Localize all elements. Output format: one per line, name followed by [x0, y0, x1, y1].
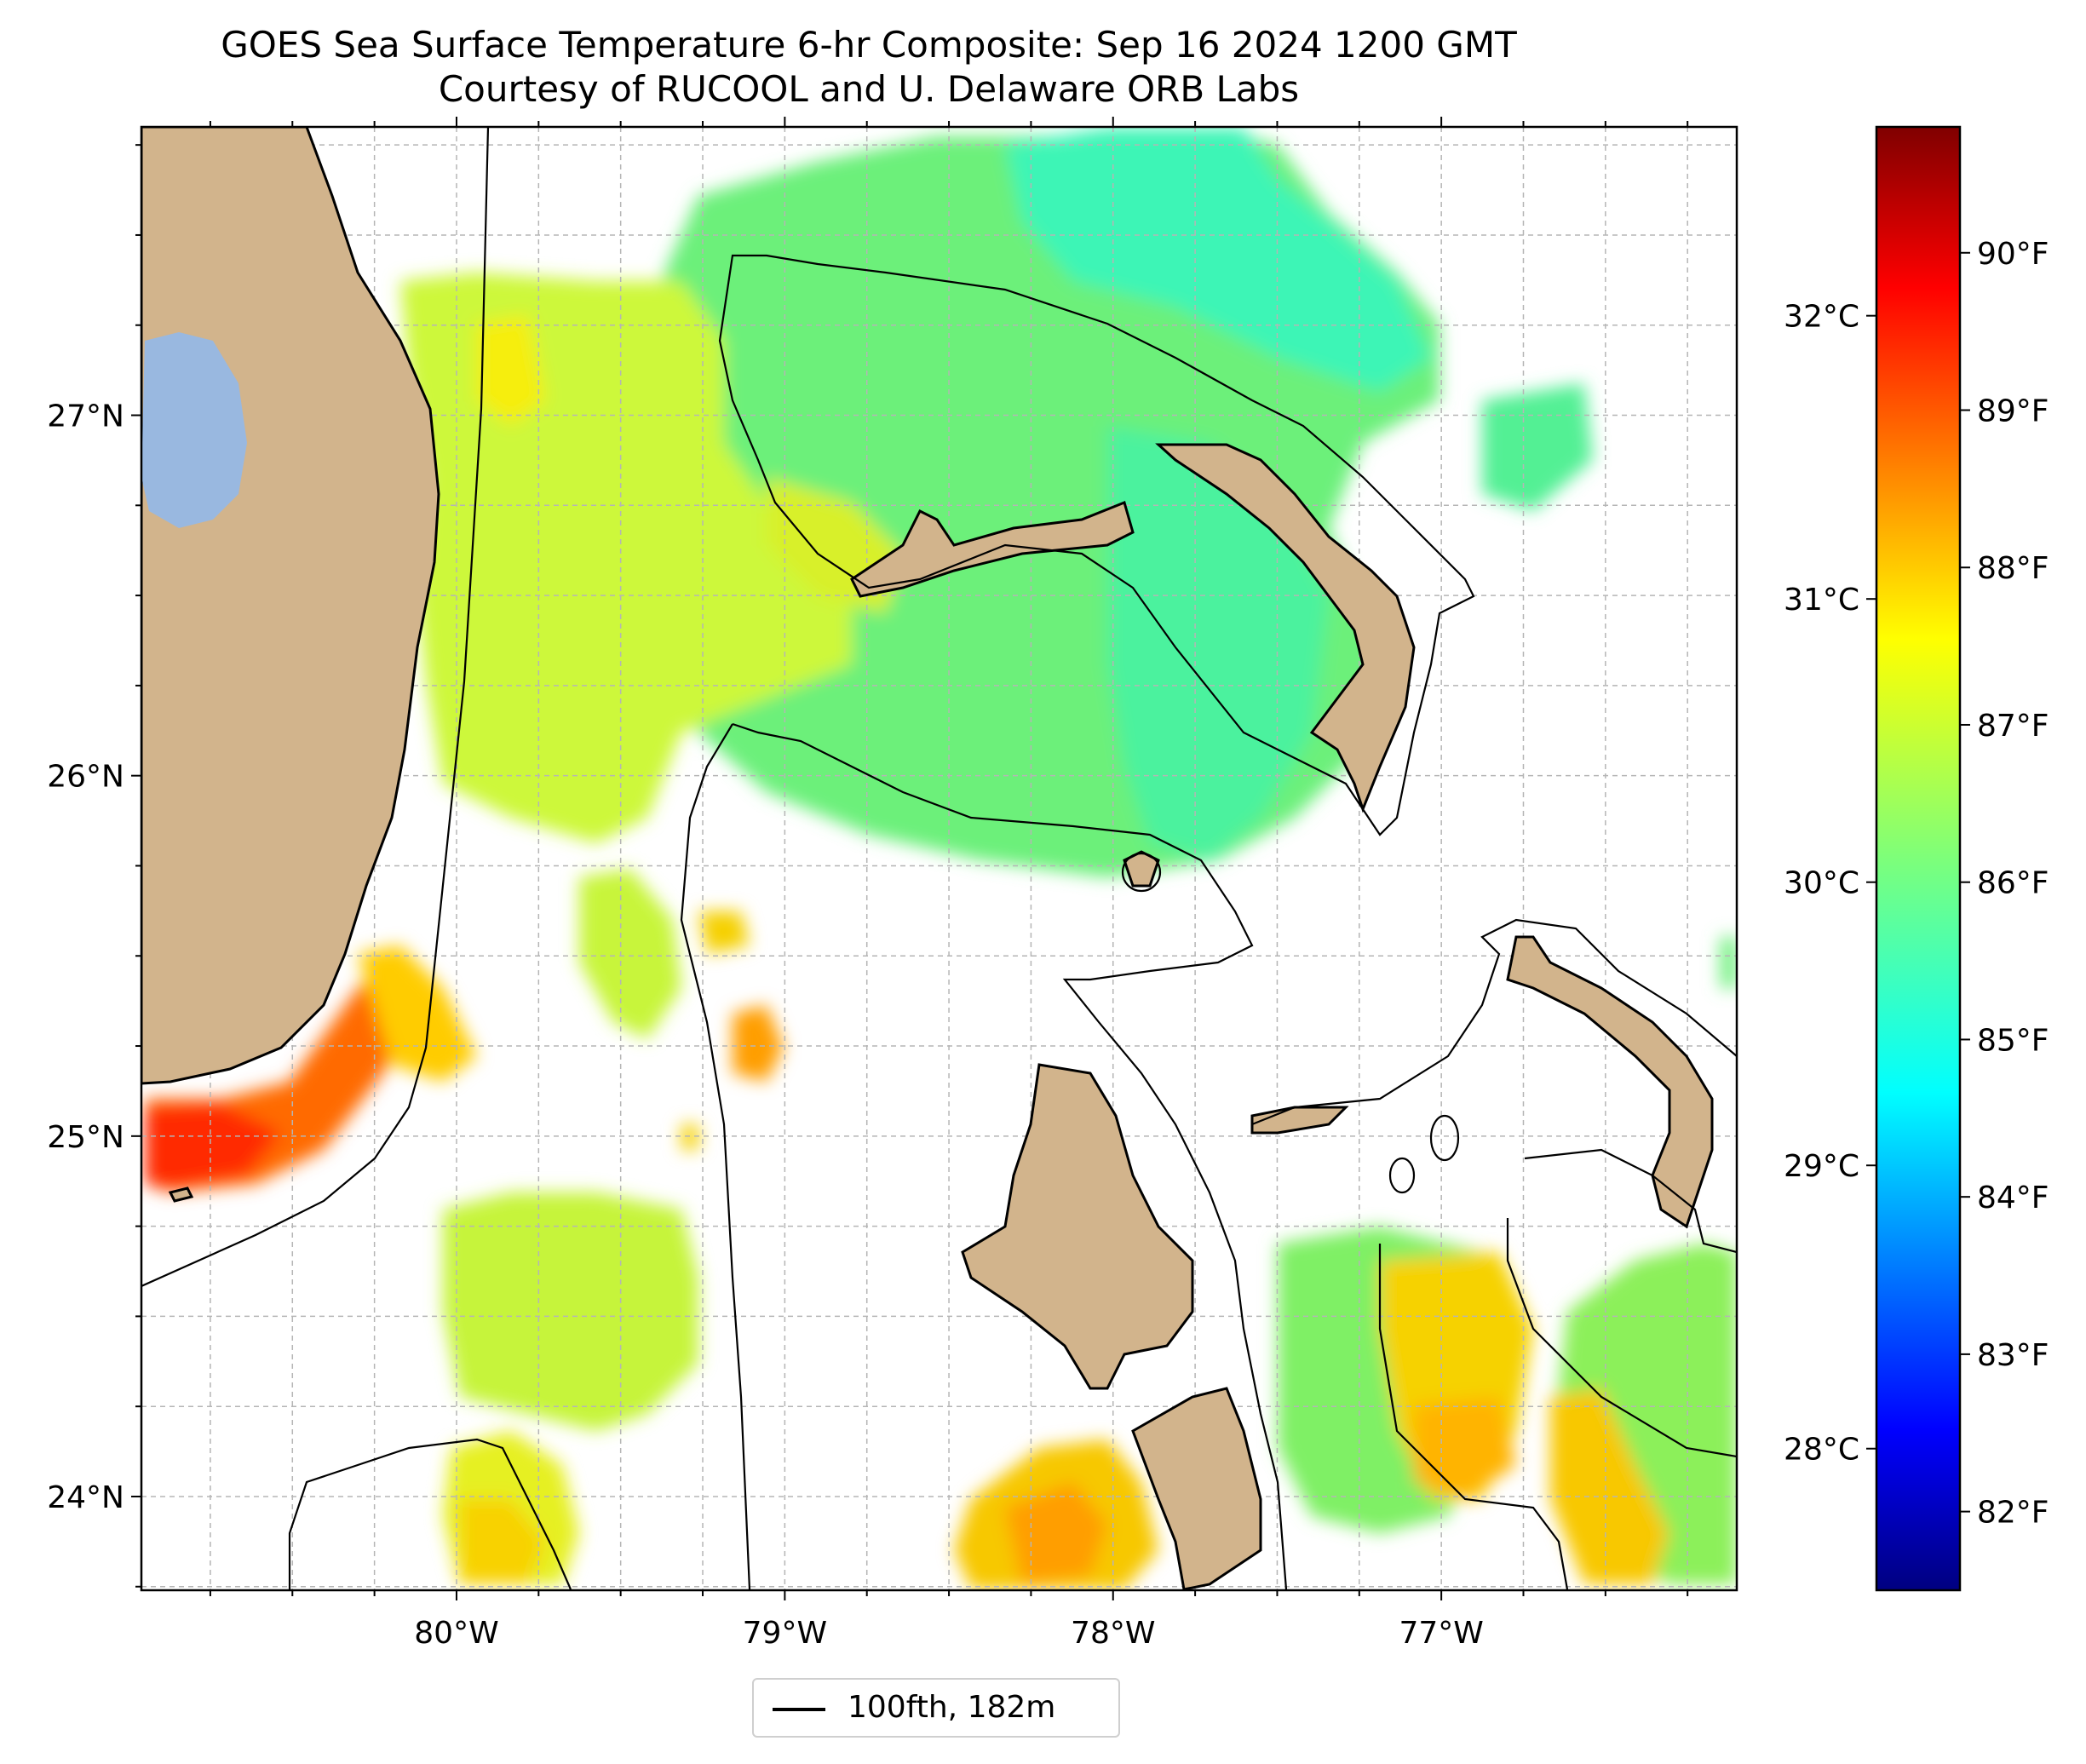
colorbar-f-tick-label: 83°F — [1977, 1338, 2049, 1373]
lat-tick-label: 25°N — [47, 1120, 124, 1155]
isobath-seamount-2 — [1388, 1157, 1416, 1194]
map-frame — [140, 125, 1738, 1592]
abaco-island — [1155, 443, 1416, 813]
isobath-seamount-1 — [1429, 1114, 1460, 1162]
isobath-florida-shelf — [141, 127, 490, 1288]
map-title-line-1: GOES Sea Surface Temperature 6-hr Compos… — [221, 24, 1517, 66]
isobath-100fth — [141, 127, 1737, 1590]
colorbar-f-tick-label: 86°F — [1977, 866, 2049, 901]
isobath-great-bahama-bank — [732, 722, 1288, 1590]
lat-tick-label: 26°N — [47, 760, 124, 795]
map-gridlines — [141, 127, 1737, 1590]
isobath-seamount-3 — [1121, 852, 1162, 893]
map-title-line-2: Courtesy of RUCOOL and U. Delaware ORB L… — [438, 68, 1300, 110]
colorbar-f-tick-label: 90°F — [1977, 237, 2049, 272]
lake-okeechobee — [141, 332, 247, 528]
colorbar-ticks: 82°F 83°F 84°F 85°F 86°F 87°F 88°F 89°F 90°F 28°C… — [1784, 237, 2049, 1531]
isobath-southeast — [1506, 1218, 1737, 1458]
isobath-tongue-of-ocean — [1378, 1244, 1569, 1590]
lon-tick-label: 79°W — [743, 1616, 827, 1651]
colorbar-f-tick-label: 84°F — [1977, 1181, 2049, 1215]
lat-tick-label: 24°N — [47, 1480, 124, 1515]
colorbar-c-tick-label: 32°C — [1784, 300, 1859, 335]
colorbar-f-tick-label: 85°F — [1977, 1023, 2049, 1058]
legend-isobath-line — [773, 1708, 825, 1711]
isobath-exuma-sound — [1251, 918, 1737, 1126]
isobath-grand-bahama-bank — [718, 254, 1475, 836]
isobath-west-tongue — [680, 723, 751, 1590]
eleuthera-island — [1506, 935, 1714, 1229]
colorbar-f-tick-label: 82°F — [1977, 1496, 2049, 1531]
colorbar-c-tick-label: 30°C — [1784, 866, 1859, 901]
colorbar-c-tick-label: 31°C — [1784, 583, 1859, 618]
andros-south-island — [1131, 1387, 1262, 1590]
lon-tick-label: 78°W — [1071, 1616, 1155, 1651]
legend-isobath-label: 100fth, 182m — [848, 1690, 1056, 1725]
lon-tick-label: 77°W — [1399, 1616, 1483, 1651]
isobath-south-florida — [288, 1438, 572, 1590]
lat-tick-label: 27°N — [47, 399, 124, 434]
colorbar-c-tick-label: 29°C — [1784, 1149, 1859, 1184]
colorbar-frame — [1875, 125, 1962, 1592]
map-legend: 100fth, 182m — [752, 1678, 1120, 1738]
colorbar-f-tick-label: 87°F — [1977, 709, 2049, 744]
map-plot-area — [141, 127, 1737, 1590]
lon-tick-label: 80°W — [414, 1616, 498, 1651]
florida-keys-dot — [168, 1187, 194, 1203]
colorbar-gradient — [1876, 127, 1960, 1590]
colorbar-f-tick-label: 89°F — [1977, 394, 2049, 429]
isobath-exuma-east — [1524, 1148, 1737, 1254]
map-axis-ticks: 80°W 79°W 78°W 77°W 24°N 25°N 26°N 27°N — [47, 117, 1689, 1651]
andros-island — [961, 1063, 1194, 1390]
colorbar-f-tick-label: 88°F — [1977, 551, 2049, 586]
sst-data-layer — [145, 128, 1737, 1589]
colorbar: 82°F 83°F 84°F 85°F 86°F 87°F 88°F 89°F 90°F 28°C… — [1784, 125, 2049, 1592]
colorbar-c-tick-label: 28°C — [1784, 1433, 1859, 1468]
